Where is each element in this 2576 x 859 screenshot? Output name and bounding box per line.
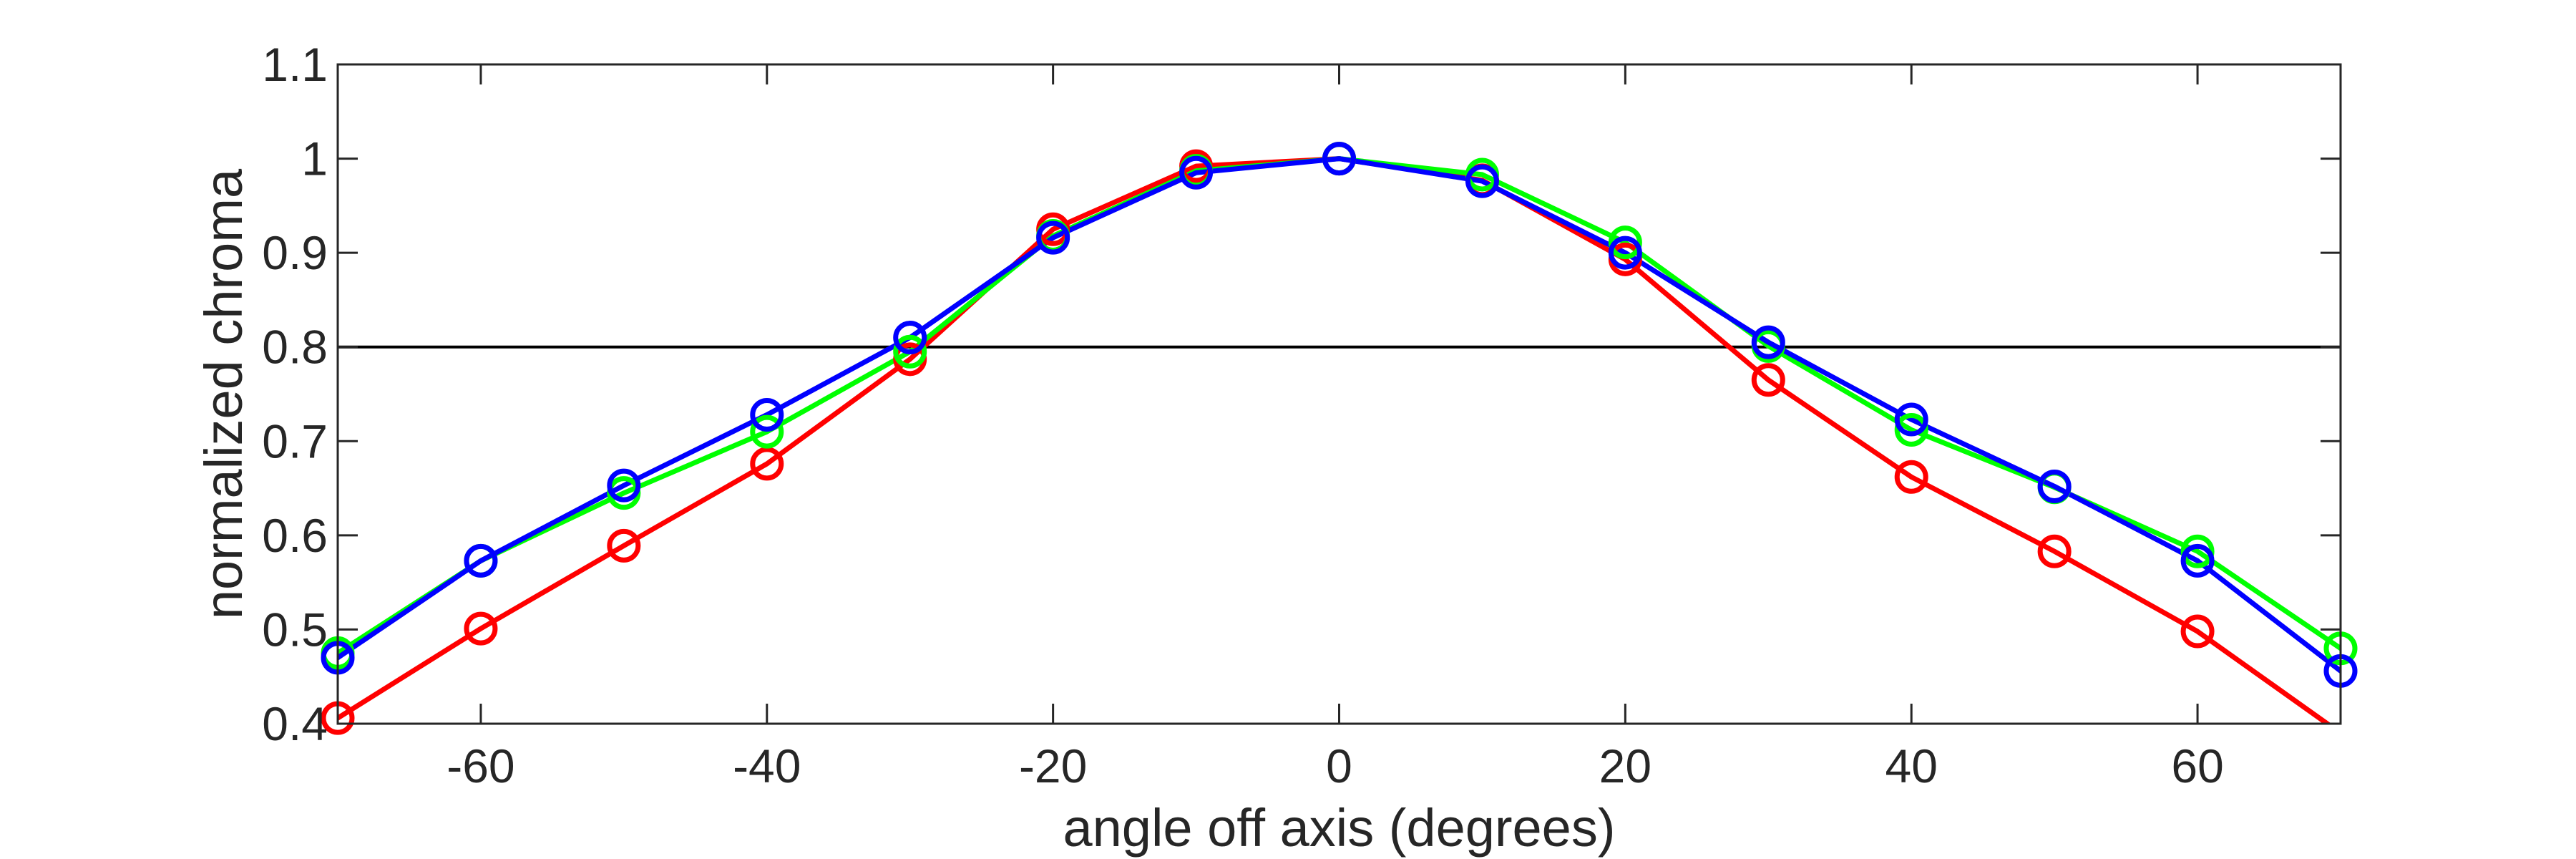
data-point — [1894, 402, 1928, 437]
data-point — [2037, 469, 2072, 503]
data-point — [1894, 412, 1928, 447]
y-tick-label: 0.5 — [262, 603, 328, 656]
y-axis-label: normalized chroma — [194, 168, 253, 619]
data-point — [1465, 164, 1499, 198]
y-tick-label: 0.6 — [262, 509, 328, 562]
y-tick-label: 1.1 — [262, 38, 328, 91]
y-tick-label: 0.8 — [262, 321, 328, 374]
data-point — [464, 543, 498, 578]
x-tick-label: 20 — [1599, 739, 1652, 792]
x-tick-label: -40 — [733, 739, 801, 792]
y-tick-label: 0.4 — [262, 697, 328, 750]
data-point — [607, 468, 641, 503]
x-tick-label: 40 — [1885, 739, 1938, 792]
x-tick-label: -20 — [1019, 739, 1087, 792]
data-point — [750, 447, 784, 481]
data-point — [2037, 534, 2072, 568]
data-point — [1179, 155, 1214, 190]
y-tick-label: 0.7 — [262, 414, 328, 467]
data-point — [750, 397, 784, 432]
data-point — [1608, 225, 1642, 260]
data-point — [893, 321, 927, 355]
data-point — [1322, 142, 1356, 176]
data-point — [1894, 460, 1928, 494]
data-point — [1751, 363, 1785, 397]
data-point — [750, 414, 784, 449]
data-point — [464, 611, 498, 646]
x-tick-label: 60 — [2171, 739, 2223, 792]
plot-background — [338, 64, 2341, 724]
data-point — [1751, 325, 1785, 359]
data-point — [2180, 543, 2215, 578]
data-point — [1608, 236, 1642, 270]
y-tick-label: 1 — [301, 132, 328, 185]
x-axis-label: angle off axis (degrees) — [1063, 798, 1616, 858]
x-tick-label: 0 — [1326, 739, 1352, 792]
series-line-3 — [338, 156, 2341, 674]
data-point — [1036, 220, 1070, 255]
data-point — [2180, 614, 2215, 649]
data-point — [2180, 534, 2215, 568]
x-tick-label: -60 — [447, 739, 514, 792]
data-point — [893, 334, 927, 369]
data-point — [607, 528, 641, 563]
y-tick-label: 0.9 — [262, 226, 328, 279]
